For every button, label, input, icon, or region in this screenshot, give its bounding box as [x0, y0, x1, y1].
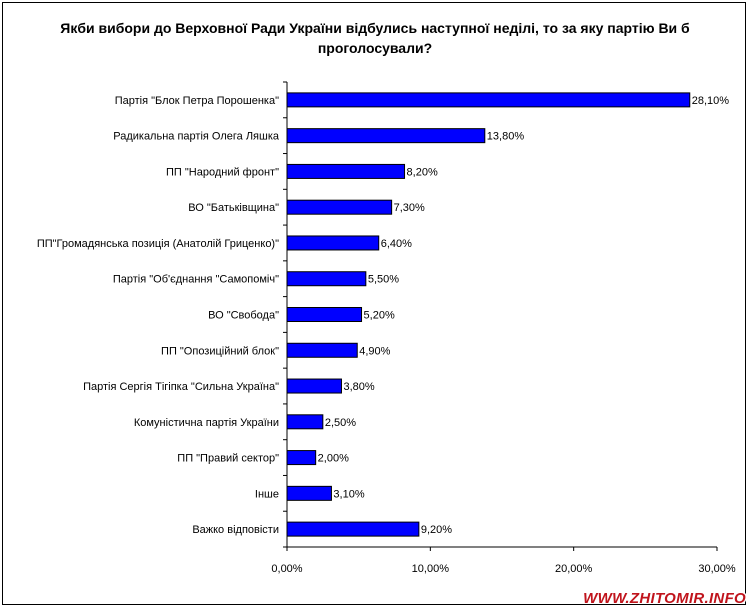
bar — [286, 450, 317, 466]
data-label: 9,20% — [421, 524, 452, 536]
data-label: 5,20% — [364, 310, 395, 322]
category-label: ВО "Батьківщина" — [188, 202, 279, 214]
data-label: 2,00% — [318, 453, 349, 465]
category-label: Інше — [255, 488, 279, 500]
data-label: 28,10% — [692, 95, 730, 107]
category-label: ПП "Народний фронт" — [166, 166, 279, 178]
category-label: ПП "Правий сектор" — [177, 453, 279, 465]
data-label: 5,50% — [368, 274, 399, 286]
bar — [286, 342, 358, 358]
x-tick-label: 30,00% — [698, 563, 736, 575]
bar — [286, 92, 691, 108]
chart-title: Якби вибори до Верховної Ради України ві… — [60, 20, 690, 56]
bar — [286, 414, 324, 430]
x-tick-label: 10,00% — [412, 563, 450, 575]
category-label: ПП "Опозиційний блок" — [161, 345, 279, 357]
category-label: ПП"Громадянська позиція (Анатолій Грицен… — [37, 238, 279, 250]
bar — [286, 378, 342, 394]
data-label: 4,90% — [359, 345, 390, 357]
category-label: Радикальна партія Олега Ляшка — [113, 131, 280, 143]
bar — [286, 199, 393, 215]
bar — [286, 485, 332, 501]
x-tick-label: 20,00% — [555, 563, 593, 575]
data-label: 3,10% — [333, 488, 364, 500]
category-label: Партія Сергія Тігіпка "Сильна Україна" — [83, 381, 279, 393]
bar — [286, 128, 486, 144]
data-label: 2,50% — [325, 417, 356, 429]
data-label: 3,80% — [343, 381, 374, 393]
data-label: 7,30% — [394, 202, 425, 214]
data-label: 8,20% — [407, 166, 438, 178]
category-label: Комуністична партія України — [134, 417, 279, 429]
bar — [286, 235, 380, 251]
watermark: WWW.ZHITOMIR.INFO — [583, 590, 746, 607]
x-tick-label: 0,00% — [271, 563, 302, 575]
bar — [286, 521, 420, 537]
data-label: 13,80% — [487, 131, 525, 143]
category-label: ВО "Свобода" — [208, 310, 279, 322]
category-label: Партія "Об'єднання "Самопоміч" — [113, 274, 279, 286]
category-label: Важко відповісти — [192, 524, 279, 536]
category-label: Партія "Блок Петра Порошенка" — [115, 95, 279, 107]
bar — [286, 163, 406, 179]
data-label: 6,40% — [381, 238, 412, 250]
bar — [286, 271, 367, 287]
bar — [286, 307, 363, 322]
